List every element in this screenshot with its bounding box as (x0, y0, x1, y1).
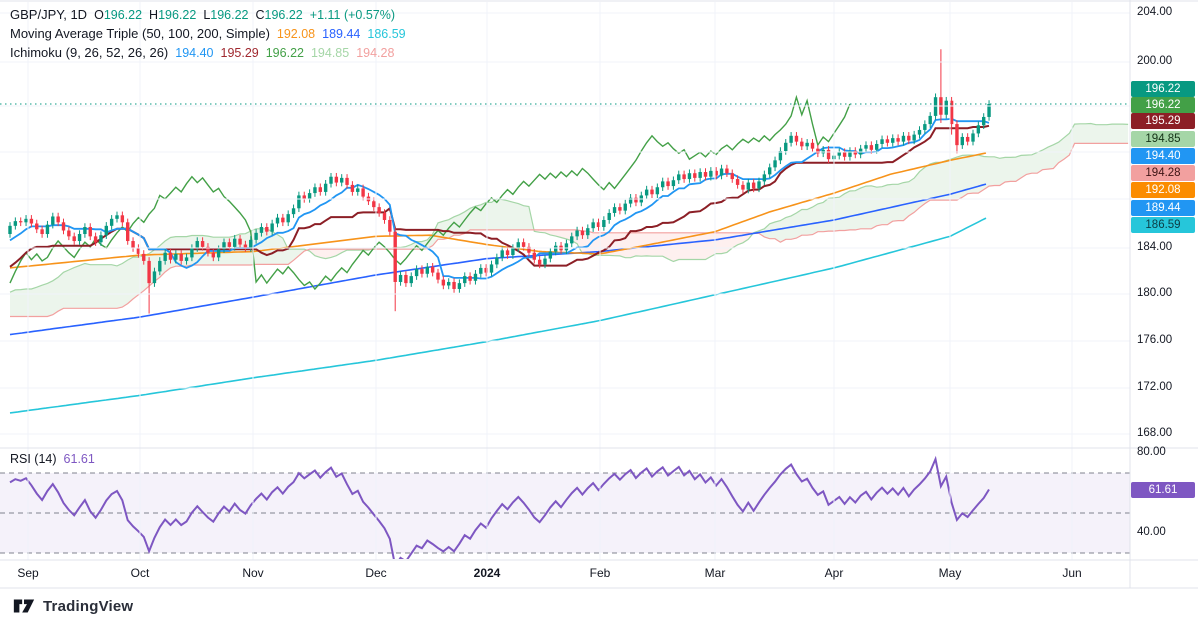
price-axis-tick: 80.00 (1137, 446, 1166, 458)
ichimoku-indicator-label: Ichimoku (9, 26, 52, 26, 26) (10, 45, 169, 60)
time-axis-label: May (938, 566, 962, 580)
legend-value: 194.85 (310, 46, 350, 60)
legend-ma-row[interactable]: Moving Average Triple (50, 100, 200, Sim… (10, 26, 413, 45)
rsi-legend-row[interactable]: RSI (14) 61.61 (10, 452, 95, 466)
price-badge: 194.85 (1131, 131, 1195, 147)
legend-value: H196.22 (149, 8, 197, 22)
price-axis-tick: 40.00 (1137, 526, 1166, 538)
price-axis-tick: 180.00 (1137, 287, 1173, 299)
ma-values: 192.08 189.44 186.59 (277, 26, 413, 41)
price-axis-tick: 168.00 (1137, 427, 1173, 439)
price-badge: 186.59 (1131, 217, 1195, 233)
legend-value: L196.22 (203, 8, 249, 22)
time-axis-label: Oct (130, 566, 150, 580)
legend-value: 186.59 (367, 27, 406, 41)
price-badge: 196.22 (1131, 97, 1195, 113)
ma-indicator-label: Moving Average Triple (50, 100, 200, Sim… (10, 26, 270, 41)
rsi-indicator-label: RSI (14) (10, 452, 57, 466)
legend-value: 194.40 (175, 46, 214, 60)
price-badge: 196.22 (1131, 81, 1195, 97)
price-axis-tick: 172.00 (1137, 381, 1173, 393)
time-axis-label: Feb (589, 566, 611, 580)
time-axis-label: Apr (824, 566, 844, 580)
tradingview-logo-icon (13, 599, 35, 613)
price-badge: 194.40 (1131, 148, 1195, 164)
time-axis-label: Mar (704, 566, 726, 580)
legend-value: 195.29 (220, 46, 259, 60)
brand-name: TradingView (43, 597, 134, 615)
price-badge: 194.28 (1131, 165, 1195, 181)
time-axis-label: Sep (17, 566, 39, 580)
price-badge: 61.61 (1131, 482, 1195, 498)
rsi-current-value: 61.61 (63, 452, 95, 466)
price-axis-tick: 184.00 (1137, 241, 1173, 253)
time-axis-label: 2024 (473, 566, 501, 580)
price-badge: 192.08 (1131, 182, 1195, 198)
legend-symbol-row[interactable]: GBP/JPY, 1D O196.22 H196.22 L196.22 C196.22… (10, 7, 413, 26)
ichimoku-values: 194.40 195.29 196.22 194.85 194.28 (175, 45, 401, 60)
legend-ichimoku-row[interactable]: Ichimoku (9, 26, 52, 26, 26) 194.40 195.2… (10, 45, 413, 64)
legend-value: 189.44 (322, 27, 361, 41)
legend-value: O196.22 (94, 8, 143, 22)
price-axis-tick: 204.00 (1137, 6, 1173, 18)
price-axis-tick: 200.00 (1137, 55, 1173, 67)
time-axis-label: Dec (365, 566, 387, 580)
time-axis-label: Nov (242, 566, 264, 580)
rsi-value: 61.61 (64, 452, 95, 466)
legend-value: C196.22 (255, 8, 303, 22)
legend-value: 196.22 (265, 46, 304, 60)
price-badge: 189.44 (1131, 200, 1195, 216)
legend-value: 192.08 (276, 27, 316, 41)
ohlc-values: O196.22 H196.22 L196.22 C196.22 +1.11 (+0.57… (94, 7, 395, 22)
legend-value: 194.28 (356, 46, 395, 60)
symbol-title: GBP/JPY, 1D (10, 7, 88, 22)
legend-change: +1.11 (+0.57%) (309, 8, 396, 22)
chart-legend: GBP/JPY, 1D O196.22 H196.22 L196.22 C196.22… (10, 7, 413, 64)
tradingview-attribution[interactable]: TradingView (12, 597, 133, 615)
price-badge: 195.29 (1131, 113, 1195, 129)
price-axis-tick: 176.00 (1137, 334, 1173, 346)
price-chart-canvas[interactable] (0, 0, 1198, 590)
time-axis-label: Jun (1062, 566, 1082, 580)
